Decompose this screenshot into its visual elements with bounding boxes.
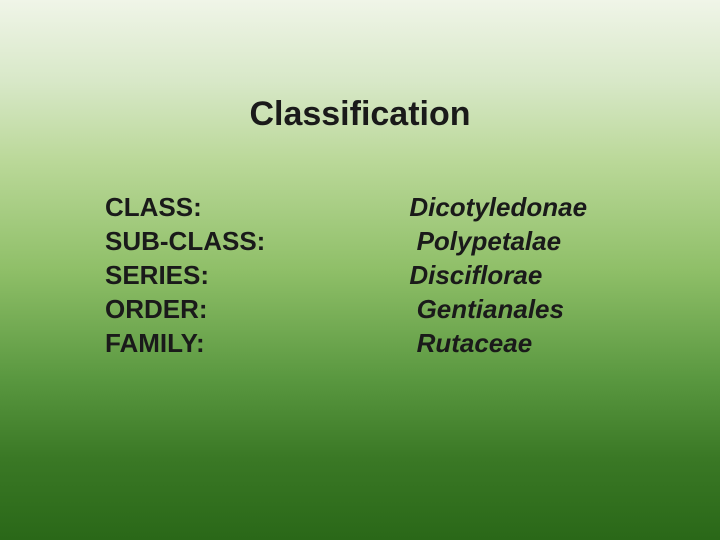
label-row: SERIES: xyxy=(105,258,265,292)
value-row: Disciflorae xyxy=(409,258,587,292)
labels-column: CLASS:SUB-CLASS:SERIES:ORDER:FAMILY: xyxy=(105,190,265,360)
slide: Classification CLASS:SUB-CLASS:SERIES:OR… xyxy=(0,0,720,540)
label-row: ORDER: xyxy=(105,292,265,326)
label-row: CLASS: xyxy=(105,190,265,224)
value-row: Dicotyledonae xyxy=(409,190,587,224)
label-row: FAMILY: xyxy=(105,326,265,360)
value-row: Polypetalae xyxy=(409,224,587,258)
value-row: Rutaceae xyxy=(409,326,587,360)
slide-title: Classification xyxy=(0,95,720,134)
values-column: Dicotyledonae PolypetalaeDisciflorae Gen… xyxy=(409,190,587,360)
value-row: Gentianales xyxy=(409,292,587,326)
label-row: SUB-CLASS: xyxy=(105,224,265,258)
classification-table: CLASS:SUB-CLASS:SERIES:ORDER:FAMILY: Dic… xyxy=(105,190,660,360)
